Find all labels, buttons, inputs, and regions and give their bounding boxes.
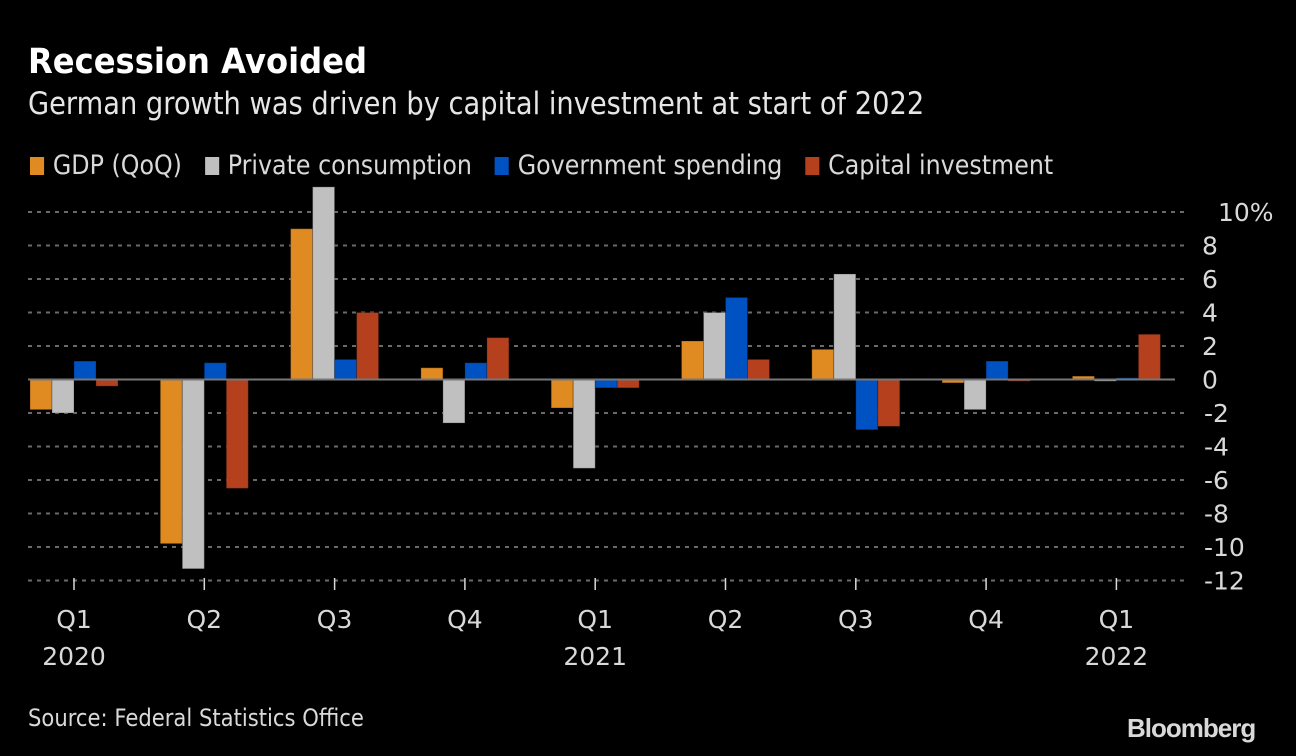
bar xyxy=(616,379,640,389)
x-tick-label-year: 2020 xyxy=(42,642,106,671)
bar xyxy=(203,362,227,380)
y-tick-label: -4 xyxy=(1204,433,1229,462)
bar xyxy=(334,358,358,380)
gridlines xyxy=(28,211,1185,582)
bar xyxy=(811,348,835,381)
bloomberg-logo: Bloomberg xyxy=(1127,713,1256,743)
x-tick-label-quarter: Q1 xyxy=(577,605,613,634)
legend-item-government-spending: Government spending xyxy=(494,150,783,181)
bar xyxy=(963,379,987,411)
x-tick-label-quarter: Q4 xyxy=(968,605,1004,634)
y-tick-label: 2 xyxy=(1202,332,1218,361)
legend-label-government-spending: Government spending xyxy=(517,150,783,181)
bar xyxy=(594,379,618,389)
y-tick-label: 0 xyxy=(1202,366,1218,395)
x-tick-label-quarter: Q1 xyxy=(1099,605,1135,634)
legend-item-capital-investment: Capital investment xyxy=(805,150,1053,181)
legend-swatch-gdp xyxy=(30,156,45,175)
x-tick-label-year: 2021 xyxy=(563,642,627,671)
bar xyxy=(1137,333,1161,380)
bar xyxy=(572,379,596,469)
bar xyxy=(486,337,510,380)
legend: GDP (QoQ) Private consumption Government… xyxy=(30,150,1076,181)
x-tick-label-quarter: Q2 xyxy=(708,605,744,634)
legend-swatch-capital-investment xyxy=(805,156,820,175)
bar xyxy=(703,312,726,380)
y-tick-label: 6 xyxy=(1202,265,1218,294)
bar xyxy=(442,379,466,424)
legend-swatch-private-consumption xyxy=(204,156,219,175)
legend-item-gdp: GDP (QoQ) xyxy=(30,150,182,181)
x-tick-label-quarter: Q3 xyxy=(838,605,874,634)
bar xyxy=(747,358,770,380)
x-tick-label-quarter: Q2 xyxy=(187,605,223,634)
bar xyxy=(855,379,879,431)
y-tick-label: -10 xyxy=(1204,533,1245,562)
chart-title: Recession Avoided xyxy=(28,42,368,82)
bar xyxy=(51,379,75,414)
bar xyxy=(833,273,857,381)
bars xyxy=(29,186,1161,570)
y-tick-label: -12 xyxy=(1204,567,1245,596)
bar xyxy=(159,379,183,545)
chart-subtitle: German growth was driven by capital inve… xyxy=(28,86,925,122)
bar xyxy=(420,367,444,380)
y-tick-label: 8 xyxy=(1202,232,1218,261)
bar xyxy=(73,360,97,381)
legend-label-gdp: GDP (QoQ) xyxy=(52,150,182,181)
x-tick-label-quarter: Q3 xyxy=(317,605,353,634)
bar xyxy=(95,379,119,387)
bar xyxy=(312,186,336,380)
y-tick-label: 10% xyxy=(1218,198,1274,227)
bar xyxy=(877,379,901,427)
y-axis: 10%8 6 4 2 0 -2 -4 -6 -8 -10 -12 xyxy=(1202,198,1274,596)
bar xyxy=(681,340,704,381)
bar xyxy=(181,379,205,570)
legend-item-private-consumption: Private consumption xyxy=(204,150,472,181)
bar xyxy=(550,379,574,409)
y-tick-label: -8 xyxy=(1204,500,1229,529)
y-tick-label: -6 xyxy=(1204,466,1229,495)
x-axis: Q1 2020 Q2 Q3 Q4 Q1 2021 Q2 Q3 Q4 Q1 2022 xyxy=(42,578,1148,671)
source-note: Source: Federal Statistics Office xyxy=(28,704,364,732)
y-tick-label: 4 xyxy=(1202,299,1218,328)
legend-label-private-consumption: Private consumption xyxy=(227,150,472,181)
x-tick-label-quarter: Q1 xyxy=(56,605,92,634)
legend-swatch-government-spending xyxy=(494,156,509,175)
bar xyxy=(464,362,488,380)
bar xyxy=(29,379,53,411)
bar xyxy=(356,312,380,380)
bar xyxy=(290,228,314,380)
bar xyxy=(225,379,249,489)
legend-label-capital-investment: Capital investment xyxy=(828,150,1054,181)
bar xyxy=(725,296,748,380)
bar xyxy=(985,360,1009,381)
x-tick-label-quarter: Q4 xyxy=(447,605,483,634)
y-tick-label: -2 xyxy=(1204,399,1229,428)
x-tick-label-year: 2022 xyxy=(1085,642,1149,671)
